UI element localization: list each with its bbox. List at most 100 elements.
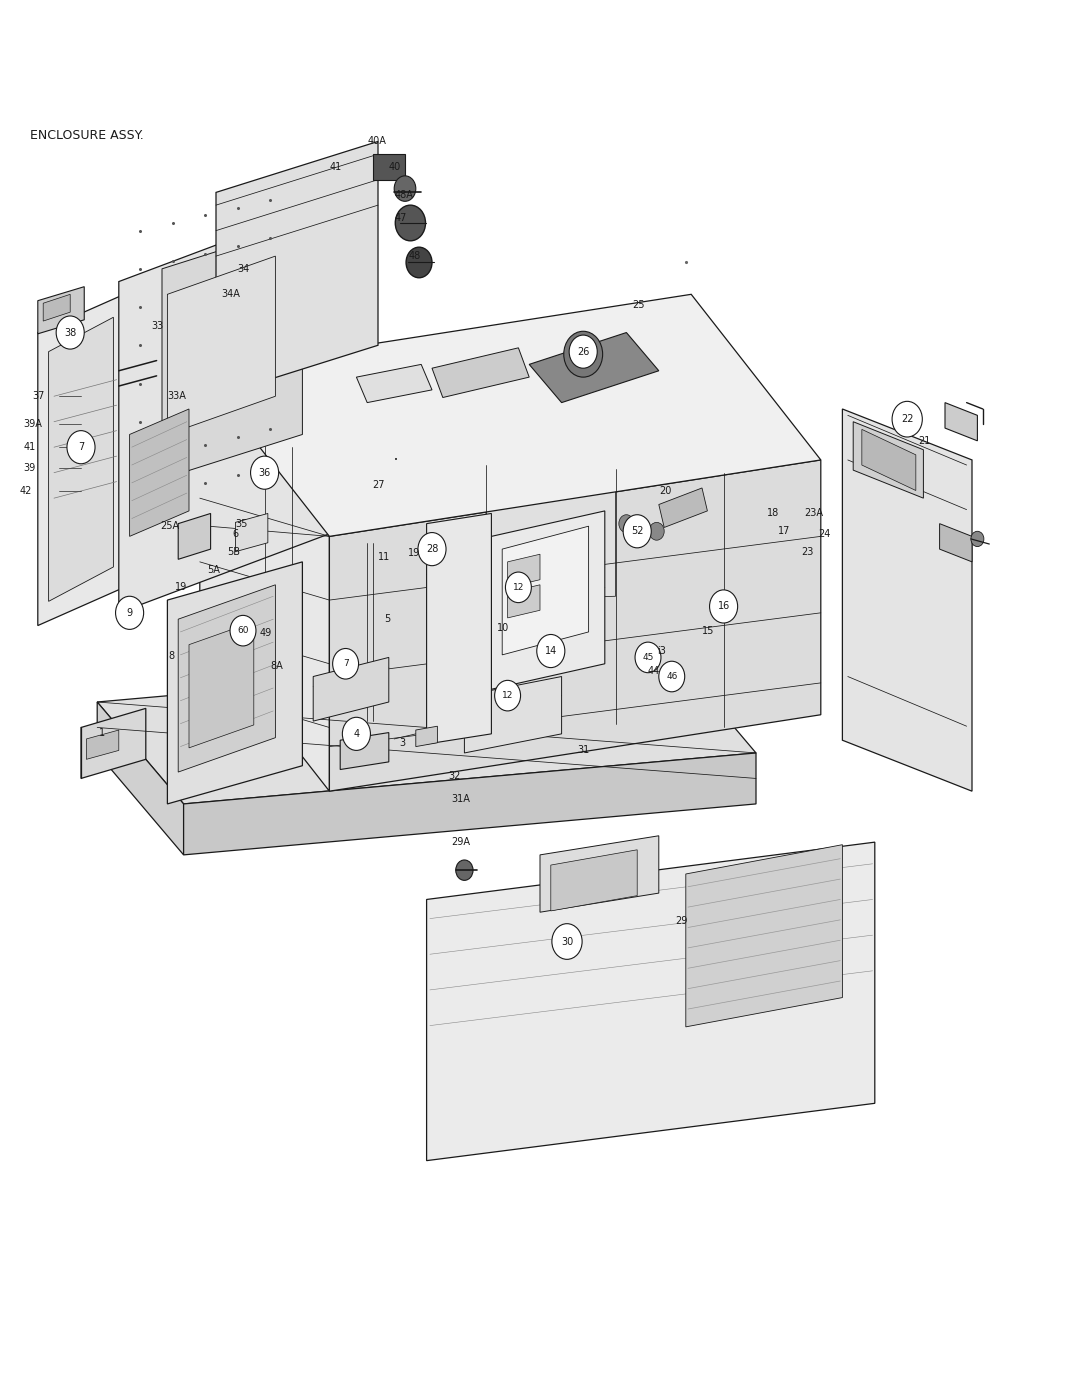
Circle shape bbox=[564, 331, 603, 377]
Text: 34A: 34A bbox=[221, 289, 240, 299]
Polygon shape bbox=[862, 429, 916, 490]
Polygon shape bbox=[373, 154, 405, 180]
Polygon shape bbox=[416, 726, 437, 746]
Text: 40A: 40A bbox=[367, 137, 386, 147]
Polygon shape bbox=[184, 753, 756, 855]
Text: 23: 23 bbox=[801, 546, 813, 556]
Text: 7: 7 bbox=[342, 659, 349, 668]
Text: •: • bbox=[394, 457, 399, 462]
Circle shape bbox=[659, 661, 685, 692]
Polygon shape bbox=[502, 527, 589, 655]
Circle shape bbox=[569, 335, 597, 369]
Text: 27: 27 bbox=[373, 481, 386, 490]
Text: 37: 37 bbox=[32, 391, 44, 401]
Text: 1: 1 bbox=[99, 728, 106, 738]
Polygon shape bbox=[81, 708, 146, 778]
Circle shape bbox=[67, 430, 95, 464]
Text: 18: 18 bbox=[767, 509, 779, 518]
Circle shape bbox=[971, 531, 984, 546]
Text: PAGE 66 — DCA10SPX4/DCA10SPXU4 — OPERATION  AND PARTS MANUAL — REV. #0  (08/05/0: PAGE 66 — DCA10SPX4/DCA10SPXU4 — OPERATI… bbox=[204, 1362, 876, 1375]
Polygon shape bbox=[686, 845, 842, 1027]
Text: 6: 6 bbox=[232, 529, 239, 539]
Polygon shape bbox=[842, 409, 972, 791]
Text: 30: 30 bbox=[561, 936, 573, 947]
Text: ENCLOSURE ASSY.: ENCLOSURE ASSY. bbox=[30, 129, 144, 141]
Text: 5: 5 bbox=[384, 615, 391, 624]
Text: 45: 45 bbox=[643, 652, 653, 662]
Text: 12: 12 bbox=[513, 583, 524, 592]
Circle shape bbox=[635, 643, 661, 673]
Polygon shape bbox=[97, 703, 184, 855]
Text: 31: 31 bbox=[578, 746, 590, 756]
Polygon shape bbox=[200, 370, 329, 791]
Text: 25A: 25A bbox=[160, 521, 179, 531]
Polygon shape bbox=[43, 295, 70, 321]
Polygon shape bbox=[508, 585, 540, 617]
Polygon shape bbox=[940, 524, 972, 562]
Text: 48: 48 bbox=[408, 251, 420, 261]
Text: 38: 38 bbox=[64, 327, 77, 338]
Polygon shape bbox=[167, 256, 275, 434]
Text: 5B: 5B bbox=[227, 546, 240, 556]
Polygon shape bbox=[427, 514, 491, 745]
Text: 23A: 23A bbox=[805, 509, 824, 518]
Polygon shape bbox=[178, 585, 275, 773]
Polygon shape bbox=[49, 317, 113, 601]
Circle shape bbox=[495, 680, 521, 711]
Polygon shape bbox=[432, 348, 529, 398]
Polygon shape bbox=[486, 465, 616, 601]
Circle shape bbox=[251, 455, 279, 489]
Text: 48A: 48A bbox=[394, 190, 413, 200]
Polygon shape bbox=[508, 555, 540, 587]
Text: 33A: 33A bbox=[167, 391, 186, 401]
Polygon shape bbox=[464, 676, 562, 753]
Text: 16: 16 bbox=[717, 602, 730, 612]
Text: 15: 15 bbox=[702, 626, 714, 636]
Polygon shape bbox=[427, 842, 875, 1161]
Text: 46: 46 bbox=[666, 672, 677, 680]
Text: 49: 49 bbox=[259, 629, 271, 638]
Text: 10: 10 bbox=[497, 623, 509, 633]
Polygon shape bbox=[551, 849, 637, 911]
Polygon shape bbox=[200, 295, 821, 536]
Polygon shape bbox=[86, 731, 119, 760]
Text: 25: 25 bbox=[632, 299, 645, 310]
Text: 17: 17 bbox=[778, 527, 789, 536]
Text: 21: 21 bbox=[918, 436, 930, 446]
Polygon shape bbox=[945, 402, 977, 441]
Text: 40: 40 bbox=[389, 162, 401, 172]
Text: 19: 19 bbox=[408, 548, 420, 557]
Circle shape bbox=[634, 518, 649, 536]
Text: 8A: 8A bbox=[270, 661, 283, 672]
Circle shape bbox=[456, 861, 473, 880]
Text: 22: 22 bbox=[901, 414, 914, 425]
Text: 20: 20 bbox=[659, 486, 671, 496]
Circle shape bbox=[418, 532, 446, 566]
Text: 39A: 39A bbox=[24, 419, 42, 429]
Text: 3: 3 bbox=[400, 738, 406, 747]
Text: 41: 41 bbox=[24, 443, 36, 453]
Text: 19: 19 bbox=[175, 583, 187, 592]
Circle shape bbox=[505, 571, 531, 602]
Text: 29: 29 bbox=[675, 916, 687, 926]
Text: 35: 35 bbox=[235, 518, 247, 528]
Circle shape bbox=[619, 514, 634, 532]
Text: 8: 8 bbox=[168, 651, 175, 661]
Circle shape bbox=[394, 176, 416, 201]
Polygon shape bbox=[38, 286, 84, 334]
Text: 32: 32 bbox=[448, 771, 460, 781]
Polygon shape bbox=[130, 409, 189, 536]
Polygon shape bbox=[38, 295, 124, 626]
Text: 36: 36 bbox=[258, 468, 271, 478]
Text: i3: i3 bbox=[657, 645, 665, 657]
Text: 11: 11 bbox=[378, 552, 390, 562]
Polygon shape bbox=[529, 332, 659, 402]
Text: 5A: 5A bbox=[207, 564, 220, 574]
Circle shape bbox=[623, 514, 651, 548]
Polygon shape bbox=[119, 193, 356, 613]
Polygon shape bbox=[162, 225, 302, 479]
Circle shape bbox=[710, 590, 738, 623]
Polygon shape bbox=[491, 511, 605, 689]
Circle shape bbox=[537, 634, 565, 668]
Polygon shape bbox=[356, 365, 432, 402]
